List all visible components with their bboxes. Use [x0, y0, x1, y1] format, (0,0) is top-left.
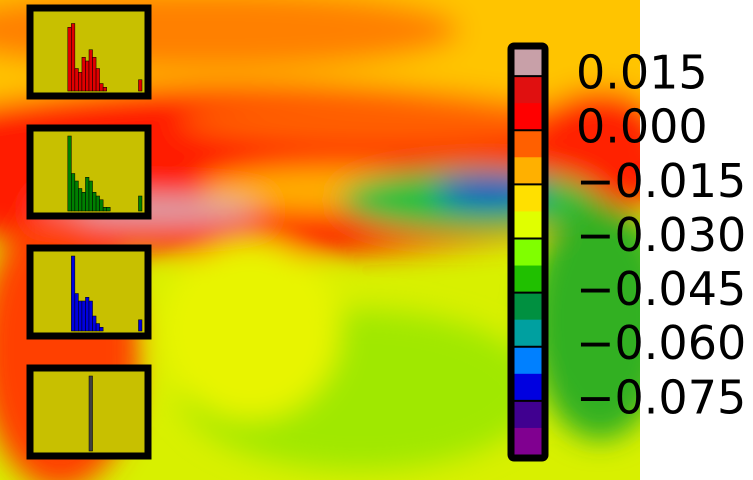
colorbar-band [514, 427, 542, 456]
histogram-bar [92, 192, 97, 212]
histogram-bar [99, 199, 104, 212]
colorbar-tick-label: −0.060 [576, 316, 746, 370]
histogram-bar [85, 60, 90, 92]
histogram-bar [88, 375, 93, 452]
colorbar-tick-label: 0.000 [576, 100, 708, 154]
histogram-bar [78, 72, 83, 92]
histogram-bar [88, 49, 93, 92]
histogram-bar [92, 57, 97, 92]
histogram-bar [138, 195, 143, 212]
histogram-bar [81, 300, 86, 332]
histogram-inset [26, 124, 152, 220]
histogram-bar [81, 192, 86, 212]
colorbar-band [514, 157, 542, 185]
colorbar-tick-label: 0.015 [576, 46, 708, 100]
colorbar-band [514, 346, 542, 375]
colorbar-tick-label: −0.015 [576, 154, 746, 208]
colorbar-band [514, 400, 542, 429]
histogram-bar [71, 255, 76, 332]
histogram-bar [71, 173, 76, 212]
colorbar-band [514, 130, 542, 158]
histogram-bar [138, 79, 143, 92]
colorbar-tick-label: −0.030 [576, 208, 746, 262]
histogram-bar [106, 207, 111, 212]
colorbar-tick-label: −0.075 [576, 370, 746, 424]
histogram-bar [88, 300, 93, 332]
histogram-bar [71, 23, 76, 92]
histogram-bar [88, 180, 93, 212]
histogram-bar [95, 195, 100, 212]
histogram-bar [138, 319, 143, 332]
histogram-bar [74, 180, 79, 212]
histogram-bar [78, 300, 83, 332]
histogram-bar [102, 207, 107, 212]
colorbar-band [514, 292, 542, 321]
colorbar-band [514, 265, 542, 294]
histogram-bar [85, 177, 90, 212]
histogram-bar [85, 297, 90, 332]
histogram-bar [81, 57, 86, 92]
colorbar-band [514, 238, 542, 267]
histogram-bar [102, 87, 107, 92]
colorbar-band [514, 373, 542, 402]
histogram-bar [74, 68, 79, 92]
histogram-bar [67, 135, 72, 212]
colorbar-frame [507, 42, 549, 462]
histogram-bar [99, 327, 104, 332]
colorbar-band [514, 184, 542, 212]
histogram-bar [92, 315, 97, 332]
colorbar-band [514, 49, 542, 77]
colorbar-tick-label: −0.045 [576, 262, 746, 316]
histogram-bar [67, 27, 72, 92]
histogram-bar [78, 188, 83, 212]
colorbar-band [514, 103, 542, 131]
colorbar-band [514, 211, 542, 239]
colorbar-band [514, 76, 542, 104]
histogram-bar [99, 83, 104, 92]
histogram-bar [95, 68, 100, 92]
histogram-bar [74, 293, 79, 332]
colorbar-band [514, 319, 542, 348]
histogram-bar [95, 323, 100, 332]
